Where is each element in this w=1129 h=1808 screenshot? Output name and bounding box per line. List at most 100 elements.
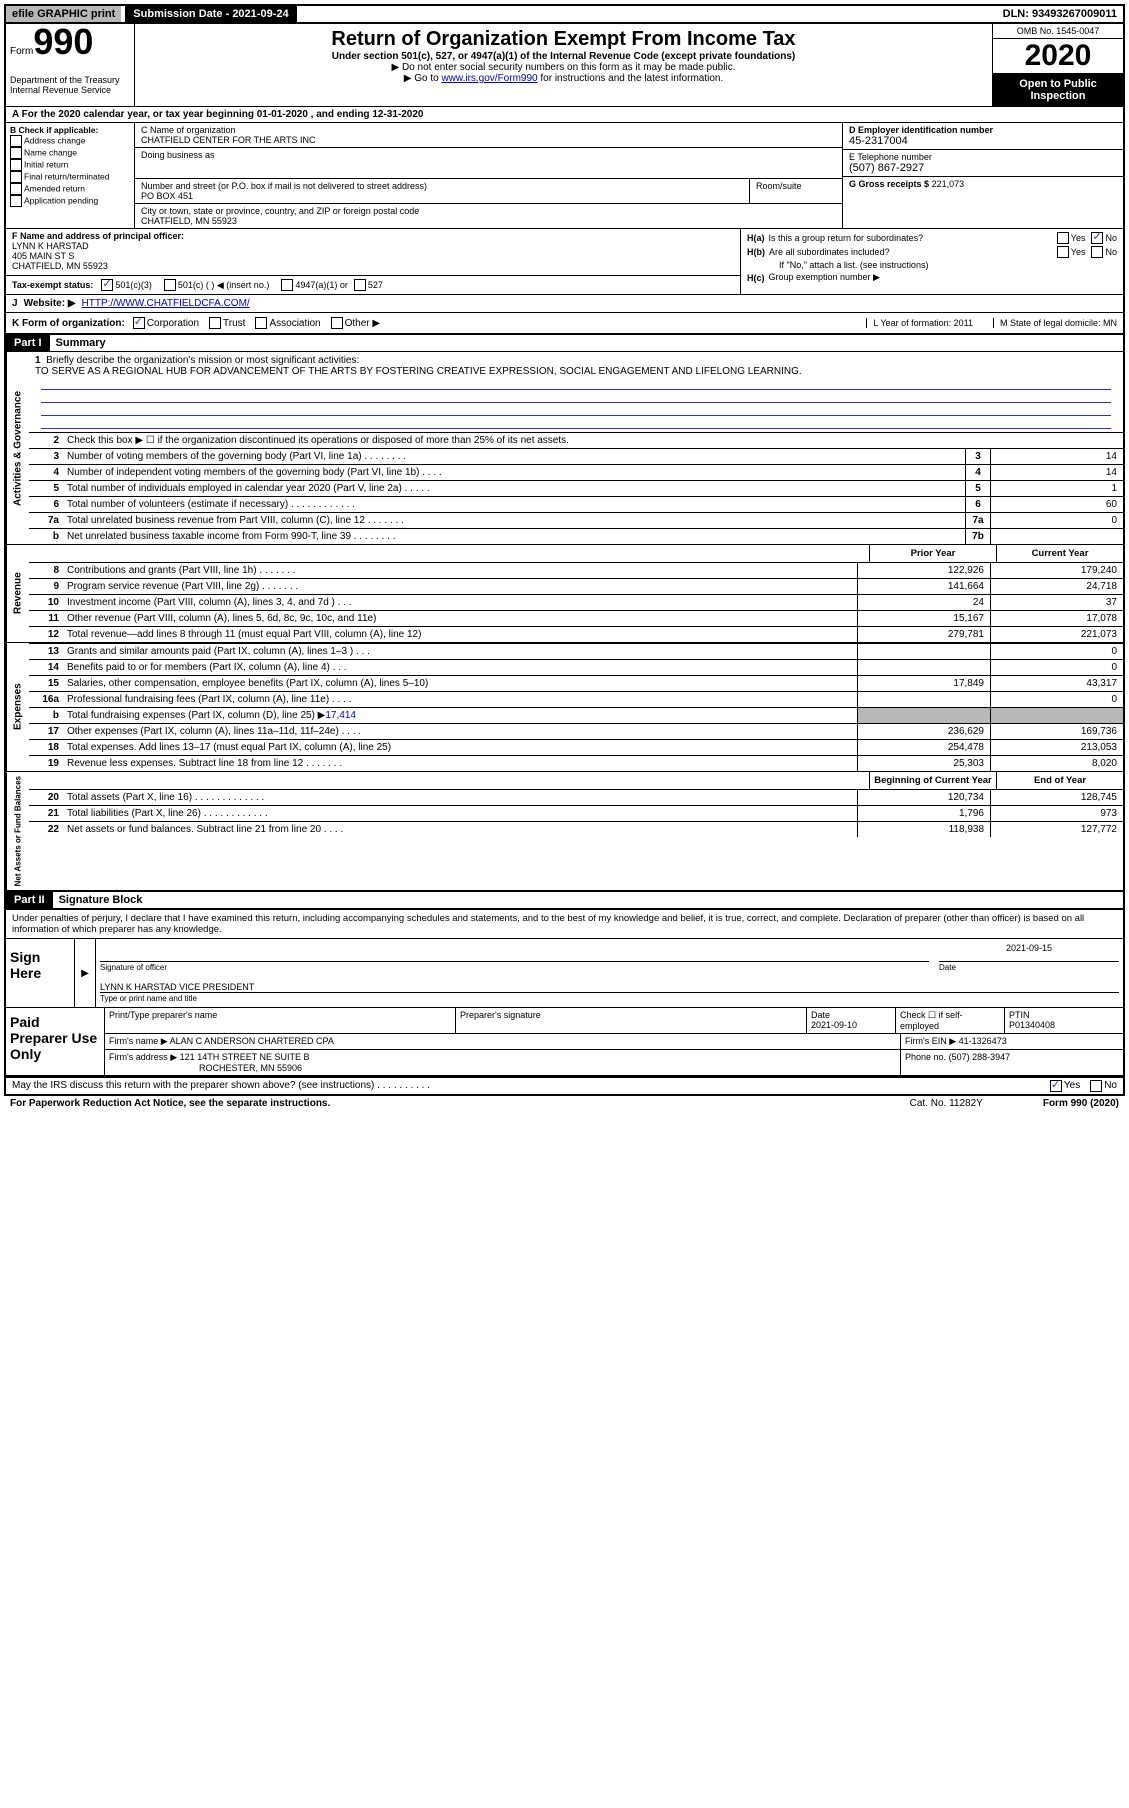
open-to-public: Open to Public Inspection xyxy=(993,74,1123,106)
chk-pending[interactable]: Application pending xyxy=(10,195,130,207)
firm-phone-cell: Phone no. (507) 288-3947 xyxy=(901,1050,1123,1075)
city-label: City or town, state or province, country… xyxy=(141,206,836,216)
city-value: CHATFIELD, MN 55923 xyxy=(141,216,836,226)
sign-here-row: Sign Here ▶ Signature of officer 2021-09… xyxy=(6,939,1123,1008)
open-public-1: Open to Public xyxy=(997,78,1119,90)
form990-link[interactable]: www.irs.gov/Form990 xyxy=(441,73,537,84)
gov-line-b: b Net unrelated business taxable income … xyxy=(29,528,1123,544)
entity-row: B Check if applicable: Address change Na… xyxy=(6,123,1123,229)
footer-right: Form 990 (2020) xyxy=(1043,1098,1119,1109)
year-formation: L Year of formation: 2011 xyxy=(866,318,973,328)
ha-text: Is this a group return for subordinates? xyxy=(769,233,1057,243)
form-990-page: efile GRAPHIC print Submission Date - 20… xyxy=(4,4,1125,1096)
governance-section: Activities & Governance 1 Briefly descri… xyxy=(6,352,1123,545)
org-name-label: C Name of organization xyxy=(141,125,836,135)
ha-yes[interactable] xyxy=(1057,232,1069,244)
opt-501c3: 501(c)(3) xyxy=(115,280,152,290)
net-line-22: 22 Net assets or fund balances. Subtract… xyxy=(29,821,1123,837)
side-net: Net Assets or Fund Balances xyxy=(6,772,29,890)
chk-4947[interactable] xyxy=(281,279,293,291)
omb-number: OMB No. 1545-0047 xyxy=(993,24,1123,39)
prep-name-header: Print/Type preparer's name xyxy=(105,1008,456,1033)
h-a-line: H(a) Is this a group return for subordin… xyxy=(747,231,1117,245)
discuss-yes-chk[interactable] xyxy=(1050,1080,1062,1092)
gov-line-6: 6 Total number of volunteers (estimate i… xyxy=(29,496,1123,512)
prior-year-header: Prior Year xyxy=(869,545,996,562)
mission-box: 1 Briefly describe the organization's mi… xyxy=(29,352,1123,432)
chk-trust[interactable] xyxy=(209,317,221,329)
officer-addr1: 405 MAIN ST S xyxy=(12,251,734,261)
line-2: 2 Check this box ▶ ☐ if the organization… xyxy=(29,432,1123,448)
chk-501c3[interactable] xyxy=(101,279,113,291)
begin-year-header: Beginning of Current Year xyxy=(869,772,996,789)
revenue-section: Revenue Prior Year Current Year 8 Contri… xyxy=(6,545,1123,643)
dept-treasury: Department of the Treasury xyxy=(10,75,130,85)
chk-name-change[interactable]: Name change xyxy=(10,147,130,159)
chk-address-change[interactable]: Address change xyxy=(10,135,130,147)
hb-no[interactable] xyxy=(1091,246,1103,258)
street-label: Number and street (or P.O. box if mail i… xyxy=(141,181,743,191)
net-content: Beginning of Current Year End of Year 20… xyxy=(29,772,1123,890)
line16b-label: Total fundraising expenses (Part IX, col… xyxy=(63,708,857,723)
form-number-cell: Form990 Department of the Treasury Inter… xyxy=(6,24,135,106)
expenses-content: 13 Grants and similar amounts paid (Part… xyxy=(29,643,1123,771)
footer-mid: Cat. No. 11282Y xyxy=(910,1098,983,1109)
chk-amended[interactable]: Amended return xyxy=(10,183,130,195)
prep-row-1: Print/Type preparer's name Preparer's si… xyxy=(105,1008,1123,1034)
footer-last: For Paperwork Reduction Act Notice, see … xyxy=(4,1096,1125,1111)
address-row: Number and street (or P.O. box if mail i… xyxy=(135,179,842,204)
col-h-group: H(a) Is this a group return for subordin… xyxy=(741,229,1123,294)
rule-2 xyxy=(41,390,1111,403)
title-cell: Return of Organization Exempt From Incom… xyxy=(135,24,992,106)
rule-1 xyxy=(41,377,1111,390)
net-line-20: 20 Total assets (Part X, line 16) . . . … xyxy=(29,789,1123,805)
row-i-tax-status: Tax-exempt status: 501(c)(3) 501(c) ( ) … xyxy=(6,275,740,294)
tax-status-label: Tax-exempt status: xyxy=(12,280,93,290)
prep-self-emp: Check ☐ if self-employed xyxy=(896,1008,1005,1033)
year-cell: OMB No. 1545-0047 2020 Open to Public In… xyxy=(992,24,1123,106)
chk-assoc[interactable] xyxy=(255,317,267,329)
chk-initial-return[interactable]: Initial return xyxy=(10,159,130,171)
phone-label: E Telephone number xyxy=(849,152,1117,162)
col-b-checkboxes: B Check if applicable: Address change Na… xyxy=(6,123,135,228)
col-c-entity: C Name of organization CHATFIELD CENTER … xyxy=(135,123,842,228)
submission-date: Submission Date - 2021-09-24 xyxy=(125,6,296,22)
chk-final-return[interactable]: Final return/terminated xyxy=(10,171,130,183)
rule-4 xyxy=(41,416,1111,429)
chk-501c[interactable] xyxy=(164,279,176,291)
hb-note: If "No," attach a list. (see instruction… xyxy=(747,259,1117,271)
chk-other[interactable] xyxy=(331,317,343,329)
net-line-21: 21 Total liabilities (Part X, line 26) .… xyxy=(29,805,1123,821)
subtitle: Under section 501(c), 527, or 4947(a)(1)… xyxy=(139,51,988,62)
ein-label: D Employer identification number xyxy=(849,125,1117,135)
chk-corp[interactable] xyxy=(133,317,145,329)
officer-addr2: CHATFIELD, MN 55923 xyxy=(12,261,734,271)
rule-3 xyxy=(41,403,1111,416)
line-16b: b Total fundraising expenses (Part IX, c… xyxy=(29,707,1123,723)
discuss-no-chk[interactable] xyxy=(1090,1080,1102,1092)
ein-block: D Employer identification number 45-2317… xyxy=(843,123,1123,150)
row-fgh: F Name and address of principal officer:… xyxy=(6,229,1123,295)
chk-527[interactable] xyxy=(354,279,366,291)
tax-year: 2020 xyxy=(993,39,1123,74)
part2-row: Part II Signature Block xyxy=(6,892,1123,908)
ha-label: H(a) xyxy=(747,233,765,243)
hb-yes[interactable] xyxy=(1057,246,1069,258)
rev-line-10: 10 Investment income (Part VIII, column … xyxy=(29,594,1123,610)
phone-value: (507) 867-2927 xyxy=(849,162,1117,174)
website-link[interactable]: HTTP://WWW.CHATFIELDCFA.COM/ xyxy=(82,298,250,309)
efile-label[interactable]: efile GRAPHIC print xyxy=(6,6,121,22)
j-label: J xyxy=(12,298,18,309)
rev-line-11: 11 Other revenue (Part VIII, column (A),… xyxy=(29,610,1123,626)
sig-date-label: Date xyxy=(939,961,1119,972)
gross-value: 221,073 xyxy=(932,179,965,189)
part1-header: Part I xyxy=(6,335,50,351)
h-b-line: H(b) Are all subordinates included? Yes … xyxy=(747,245,1117,259)
prep-sig-header: Preparer's signature xyxy=(456,1008,807,1033)
rev-line-9: 9 Program service revenue (Part VIII, li… xyxy=(29,578,1123,594)
line16b-num: b xyxy=(29,708,63,723)
gov-line-5: 5 Total number of individuals employed i… xyxy=(29,480,1123,496)
preparer-table: Print/Type preparer's name Preparer's si… xyxy=(105,1008,1123,1075)
preparer-label: Paid Preparer Use Only xyxy=(6,1008,105,1075)
ha-no[interactable] xyxy=(1091,232,1103,244)
